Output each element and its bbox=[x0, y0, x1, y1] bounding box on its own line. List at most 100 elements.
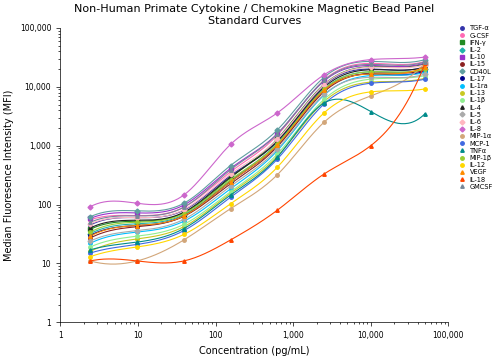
IL-18 bbox=[422, 61, 428, 66]
IL-8 bbox=[181, 193, 187, 197]
MCP-1 bbox=[274, 157, 280, 161]
IL-8 bbox=[228, 142, 234, 147]
IL-6 bbox=[181, 207, 187, 212]
VEGF bbox=[321, 88, 327, 93]
GMCSF bbox=[228, 167, 234, 172]
IL-2 bbox=[134, 222, 140, 226]
VEGF bbox=[368, 72, 374, 76]
IL-15 bbox=[228, 182, 234, 186]
IL-13 bbox=[181, 225, 187, 229]
IL-8 bbox=[321, 73, 327, 77]
GMCSF bbox=[368, 62, 374, 67]
IL-6 bbox=[274, 137, 280, 141]
IL-2 bbox=[228, 179, 234, 183]
IL-15 bbox=[181, 214, 187, 219]
IL-17 bbox=[181, 214, 187, 218]
IL-12 bbox=[422, 87, 428, 91]
VEGF bbox=[228, 179, 234, 184]
MCP-1 bbox=[368, 81, 374, 85]
Line: IL-5: IL-5 bbox=[88, 72, 427, 243]
IL-18 bbox=[134, 259, 140, 263]
Line: IL-15: IL-15 bbox=[88, 69, 427, 240]
G-CSF bbox=[368, 61, 374, 66]
Line: IL-17: IL-17 bbox=[88, 69, 427, 237]
CD40L bbox=[181, 201, 187, 206]
IL-15 bbox=[422, 68, 428, 73]
G-CSF bbox=[134, 213, 140, 218]
Line: IL-2: IL-2 bbox=[88, 67, 427, 235]
IL-18 bbox=[368, 144, 374, 148]
IL-10 bbox=[321, 79, 327, 83]
Line: TNFα: TNFα bbox=[88, 101, 427, 252]
MIP-1β bbox=[228, 177, 234, 182]
IFN-γ bbox=[134, 219, 140, 224]
IL-12 bbox=[274, 165, 280, 170]
IFN-γ bbox=[422, 62, 428, 66]
IL-1ra bbox=[228, 186, 234, 191]
IL-2 bbox=[422, 67, 428, 71]
MIP-1α bbox=[87, 259, 93, 263]
IL-1β bbox=[181, 222, 187, 226]
Line: VEGF: VEGF bbox=[88, 65, 427, 238]
IL-10 bbox=[368, 63, 374, 68]
IL-4 bbox=[87, 226, 93, 230]
IL-15 bbox=[321, 90, 327, 94]
G-CSF bbox=[228, 170, 234, 174]
Line: MIP-1β: MIP-1β bbox=[88, 67, 427, 234]
IL-8 bbox=[422, 55, 428, 59]
IL-17 bbox=[422, 69, 428, 73]
TGF-α bbox=[368, 67, 374, 71]
VEGF bbox=[422, 64, 428, 69]
MIP-1β bbox=[274, 142, 280, 146]
MCP-1 bbox=[422, 77, 428, 81]
IL-15 bbox=[274, 145, 280, 149]
GMCSF bbox=[422, 60, 428, 64]
IL-15 bbox=[87, 236, 93, 240]
IL-5 bbox=[274, 147, 280, 152]
MIP-1β bbox=[134, 220, 140, 224]
IL-8 bbox=[274, 111, 280, 115]
Line: IL-6: IL-6 bbox=[88, 63, 427, 226]
IL-12 bbox=[321, 111, 327, 115]
MCP-1 bbox=[181, 229, 187, 233]
IL-10 bbox=[228, 166, 234, 171]
IFN-γ bbox=[228, 176, 234, 180]
IL-13 bbox=[134, 237, 140, 241]
IL-5 bbox=[368, 75, 374, 80]
IL-1ra bbox=[274, 149, 280, 153]
CD40L bbox=[321, 75, 327, 80]
MIP-1α bbox=[181, 238, 187, 242]
Line: IL-12: IL-12 bbox=[88, 87, 427, 258]
IL-4 bbox=[368, 68, 374, 72]
IL-6 bbox=[368, 65, 374, 69]
IL-8 bbox=[368, 57, 374, 62]
Line: CD40L: CD40L bbox=[88, 58, 427, 219]
TGF-α bbox=[228, 174, 234, 178]
IL-10 bbox=[274, 131, 280, 136]
IL-13 bbox=[422, 76, 428, 80]
IL-2 bbox=[321, 87, 327, 91]
IL-1ra bbox=[134, 230, 140, 234]
IL-6 bbox=[321, 83, 327, 87]
IL-5 bbox=[422, 72, 428, 76]
IL-2 bbox=[274, 141, 280, 145]
IL-1β bbox=[368, 77, 374, 81]
IL-17 bbox=[228, 179, 234, 184]
Line: IL-1ra: IL-1ra bbox=[88, 71, 427, 245]
GMCSF bbox=[87, 220, 93, 224]
IFN-γ bbox=[321, 82, 327, 86]
Line: MIP-1α: MIP-1α bbox=[88, 62, 427, 263]
VEGF bbox=[87, 234, 93, 238]
IL-5 bbox=[321, 92, 327, 96]
IL-1β bbox=[228, 190, 234, 194]
Y-axis label: Median Fluoresence Intensity (MFI): Median Fluoresence Intensity (MFI) bbox=[4, 89, 14, 261]
X-axis label: Concentration (pg/mL): Concentration (pg/mL) bbox=[199, 346, 310, 356]
IL-13 bbox=[368, 80, 374, 84]
MIP-1α bbox=[228, 207, 234, 211]
IL-6 bbox=[134, 215, 140, 220]
GMCSF bbox=[181, 205, 187, 210]
GMCSF bbox=[134, 214, 140, 218]
MIP-1α bbox=[368, 94, 374, 98]
Line: G-CSF: G-CSF bbox=[88, 60, 427, 221]
IL-10 bbox=[87, 216, 93, 221]
